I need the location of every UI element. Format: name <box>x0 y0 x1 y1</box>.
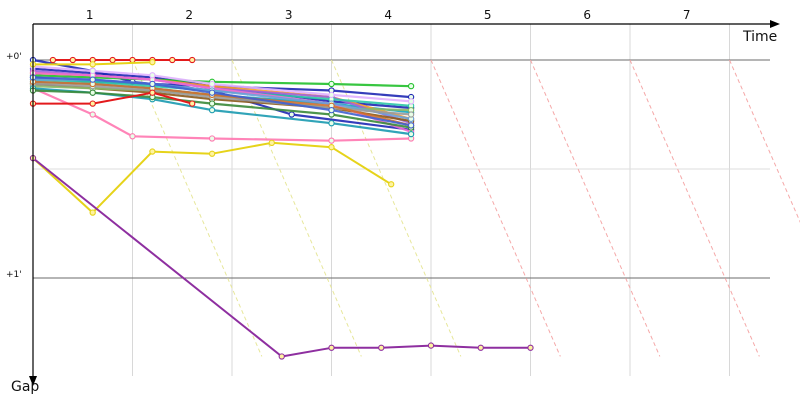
driver-gap-line <box>32 87 412 142</box>
lap-label: 1 <box>86 8 94 22</box>
driver-gap-point <box>89 89 96 96</box>
driver-gap-point <box>208 106 216 114</box>
lap-label: 5 <box>484 8 492 22</box>
lap-number-labels: 1 2 3 4 5 6 7 <box>86 8 691 22</box>
driver-gap-line <box>33 91 193 105</box>
gap-tick-label: +0' <box>6 52 22 62</box>
driver-gap-point <box>149 80 156 88</box>
lap-timing-line <box>331 59 462 357</box>
x-axis-arrow <box>770 20 780 28</box>
driver-gap-point <box>169 56 176 64</box>
lap-timing-line <box>629 59 760 357</box>
driver-gap-point <box>89 111 96 118</box>
driver-gap-point <box>208 135 216 142</box>
driver-gap-point <box>208 150 216 157</box>
lap-gridlines <box>132 24 730 376</box>
lap-timing-line <box>729 59 800 223</box>
y-axis-arrow <box>29 376 37 386</box>
driver-gap-point <box>328 144 335 151</box>
driver-gap-point <box>149 148 156 155</box>
y-axis-title: Gap <box>11 379 39 395</box>
driver-gap-point <box>149 59 156 66</box>
driver-gap-point <box>328 344 335 351</box>
driver-gap-point <box>89 61 96 68</box>
driver-gap-line <box>32 157 531 358</box>
driver-gap-point <box>407 122 415 129</box>
driver-gap-point <box>189 100 196 107</box>
lap-label: 6 <box>583 8 591 22</box>
lap-timing-lines <box>132 59 800 357</box>
driver-gap-point <box>49 56 57 64</box>
driver-gap-point <box>208 80 216 88</box>
lap-timing-line <box>430 59 561 357</box>
driver-gap-point <box>129 133 136 140</box>
driver-gap-line <box>32 76 412 127</box>
lap-label: 7 <box>683 8 691 22</box>
driver-gap-point <box>407 83 415 90</box>
driver-gap-point <box>328 80 335 88</box>
driver-gap-point <box>407 130 415 138</box>
driver-gap-point <box>328 106 335 114</box>
driver-gap-point <box>149 72 156 79</box>
driver-gap-point <box>477 344 484 351</box>
driver-gap-point <box>89 76 96 83</box>
driver-gap-point <box>189 56 196 64</box>
driver-gap-point <box>288 111 295 118</box>
driver-gap-point <box>129 56 136 64</box>
driver-gap-point <box>328 137 335 144</box>
driver-gap-point <box>328 120 335 127</box>
driver-gap-lines <box>29 56 534 360</box>
axes <box>29 20 780 386</box>
lap-label: 2 <box>185 8 193 22</box>
driver-gap-point <box>69 56 76 64</box>
driver-gap-point <box>149 89 156 96</box>
driver-gap-point <box>388 181 395 188</box>
driver-gap-point <box>208 100 216 107</box>
driver-gap-line <box>32 80 412 127</box>
driver-gap-point <box>208 89 216 96</box>
x-axis-title: Time <box>742 29 777 45</box>
driver-gap-point <box>109 56 116 64</box>
driver-gap-point <box>89 67 96 75</box>
driver-gap-point <box>378 344 385 351</box>
lap-timing-line <box>132 59 263 357</box>
driver-gap-point <box>427 342 435 349</box>
driver-gap-point <box>268 139 275 146</box>
driver-gap-point <box>89 209 96 216</box>
driver-gap-point <box>278 353 285 360</box>
driver-gap-point <box>527 344 534 351</box>
driver-gap-line <box>32 65 412 103</box>
driver-gap-point <box>89 100 96 107</box>
driver-gap-point <box>328 91 335 99</box>
lap-timing-line <box>530 59 661 357</box>
lap-label: 4 <box>384 8 392 22</box>
driver-gap-point <box>407 98 415 105</box>
lap-label: 3 <box>285 8 293 22</box>
driver-gap-point <box>407 111 415 118</box>
lap-timing-line <box>231 59 362 357</box>
gap-tick-label: +1' <box>6 270 22 280</box>
gap-tick-labels: +0' +1' <box>6 52 22 280</box>
